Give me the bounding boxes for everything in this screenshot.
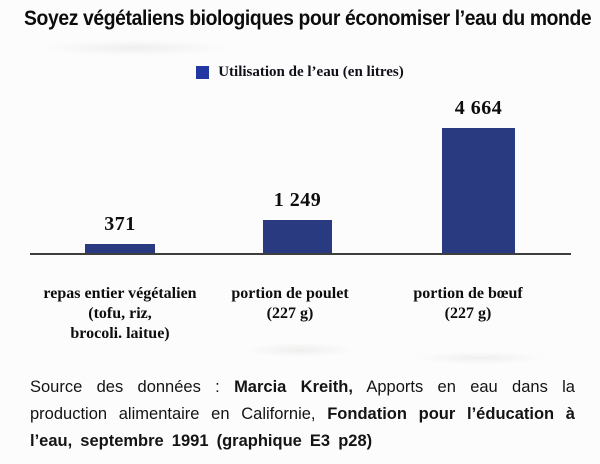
bar-group-vegan-meal: 371 bbox=[85, 213, 155, 254]
bar-group-beef: 4 664 bbox=[442, 97, 515, 254]
category-label-beef: portion de bœuf (227 g) bbox=[383, 284, 553, 324]
category-label-chicken: portion de poulet (227 g) bbox=[205, 284, 375, 324]
source-text: Source des données : bbox=[30, 378, 235, 396]
category-line: (227 g) bbox=[266, 305, 314, 322]
category-line: (tofu, riz, bbox=[88, 305, 152, 322]
category-line: repas entier végétalien bbox=[43, 285, 197, 302]
legend-color-swatch bbox=[196, 66, 210, 79]
category-line: brocoli. laitue) bbox=[70, 325, 170, 342]
category-labels: repas entier végétalien (tofu, riz, broc… bbox=[0, 284, 600, 366]
bar-value-label-vegan-meal: 371 bbox=[104, 213, 136, 235]
bar-group-chicken: 1 249 bbox=[263, 189, 332, 254]
bar-value-label-beef: 4 664 bbox=[454, 97, 503, 119]
legend-label: Utilisation de l’eau (en litres) bbox=[218, 64, 404, 80]
category-line: portion de bœuf bbox=[413, 285, 523, 302]
source-note: Source des données : Marcia Kreith, Appo… bbox=[30, 374, 575, 455]
chart-legend: Utilisation de l’eau (en litres) bbox=[0, 64, 600, 81]
page-title: Soyez végétaliens biologiques pour écono… bbox=[24, 7, 592, 30]
bar-chart-plot-area: 371 1 249 4 664 bbox=[0, 90, 600, 255]
x-axis-line bbox=[30, 253, 571, 255]
scan-artifact bbox=[40, 40, 230, 56]
source-work-title: Apports en eau dans la production alimen… bbox=[30, 378, 575, 423]
bar-beef bbox=[442, 128, 515, 254]
category-line: portion de poulet bbox=[231, 285, 349, 302]
category-line: (227 g) bbox=[444, 305, 492, 322]
source-author: Marcia Kreith, bbox=[234, 378, 353, 396]
bar-value-label-chicken: 1 249 bbox=[273, 189, 322, 211]
source-publisher: Fondation pour l’éducation à l’eau, sept… bbox=[30, 405, 575, 450]
category-label-vegan-meal: repas entier végétalien (tofu, riz, broc… bbox=[10, 284, 230, 344]
bar-chicken bbox=[263, 220, 332, 254]
bar-vegan-meal bbox=[85, 244, 155, 254]
